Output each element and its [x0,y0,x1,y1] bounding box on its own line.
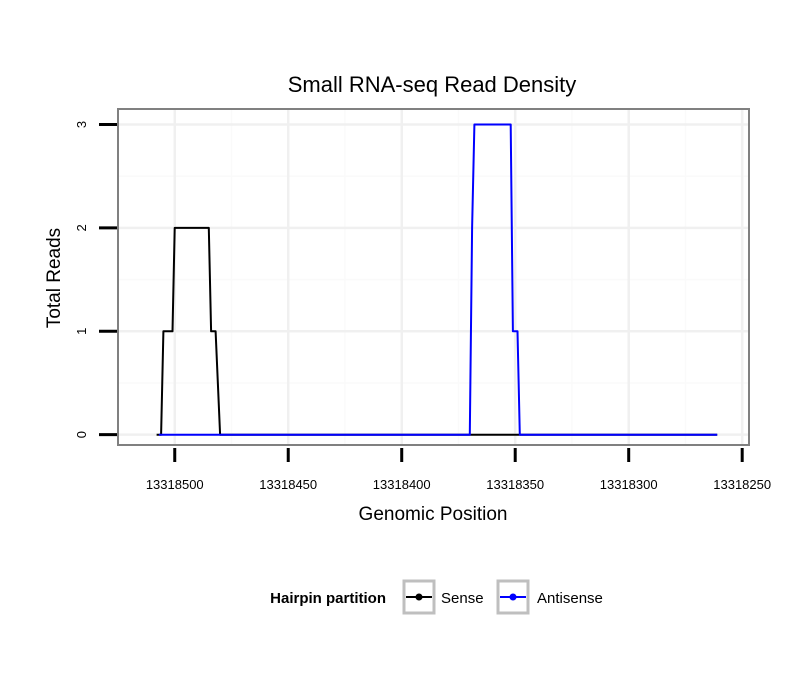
x-tick-label-1: 13318450 [259,477,317,492]
legend-item-antisense: Antisense [496,579,603,615]
grid-layer [118,109,749,445]
x-tick-label-0: 13318500 [146,477,204,492]
plot-panel [117,108,750,446]
y-axis-title: Total Reads [44,228,65,328]
x-axis-title: Genomic Position [359,504,508,525]
y-tick-label-2: 2 [74,224,89,231]
series-line-antisense [158,123,718,436]
chart-title: Small RNA-seq Read Density [288,72,577,97]
legend-label-antisense: Antisense [537,590,603,607]
series-line-sense [156,226,718,436]
x-tick-label-3: 13318350 [486,477,544,492]
y-tick-label-3: 3 [74,121,89,128]
y-tick-label-1: 1 [74,328,89,335]
series-layer [156,123,718,436]
x-tick-label-4: 13318300 [600,477,658,492]
legend-item-sense: Sense [402,579,484,615]
legend-title: Hairpin partition [270,590,386,607]
axis-layer: 13318500 13318450 13318400 13318350 13318300… [74,121,771,492]
x-tick-label-5: 13318250 [713,477,771,492]
y-tick-label-0: 0 [74,431,89,438]
legend: Hairpin partition Sense Antisense [270,579,603,615]
legend-label-sense: Sense [441,590,484,607]
x-tick-label-2: 13318400 [373,477,431,492]
legend-point-antisense [509,593,517,601]
legend-point-sense [415,593,423,601]
